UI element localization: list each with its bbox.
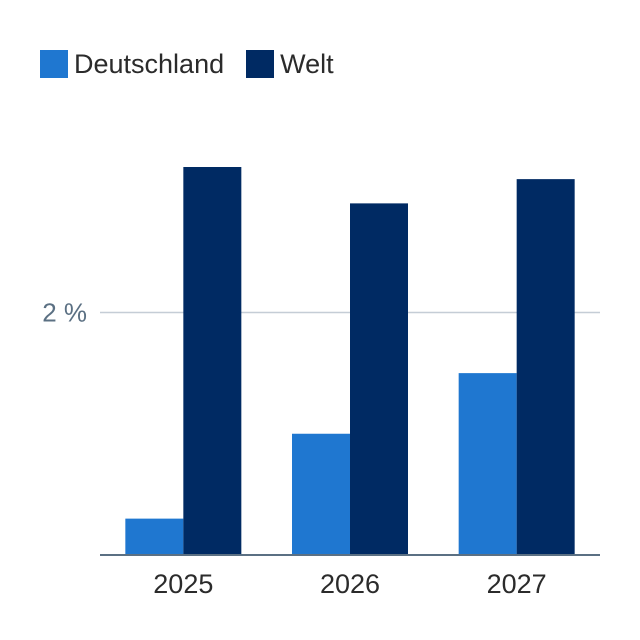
legend-swatch-deutschland [40, 50, 68, 78]
legend-swatch-welt [246, 50, 275, 78]
axis-layer: 2 % 2025 2026 2027 [42, 298, 600, 599]
chart-legend: Deutschland Welt [40, 48, 356, 80]
legend-item-welt[interactable]: Welt [246, 48, 334, 80]
legend-item-deutschland[interactable]: Deutschland [40, 48, 224, 80]
legend-label-deutschland: Deutschland [74, 49, 225, 79]
bar-welt-2025 [183, 167, 242, 555]
x-tick-label-2025: 2025 [153, 569, 213, 599]
x-tick-label-2026: 2026 [320, 569, 380, 599]
bar-deutschland-2026 [292, 433, 350, 555]
x-tick-label-2027: 2027 [487, 569, 547, 599]
bar-deutschland-2027 [458, 373, 517, 555]
bar-welt-2027 [516, 179, 575, 555]
bar-welt-2026 [350, 203, 408, 555]
bar-layer [125, 167, 575, 555]
legend-label-welt: Welt [280, 49, 334, 79]
y-tick-label-0: 2 % [42, 298, 87, 328]
bar-deutschland-2025 [125, 518, 184, 555]
